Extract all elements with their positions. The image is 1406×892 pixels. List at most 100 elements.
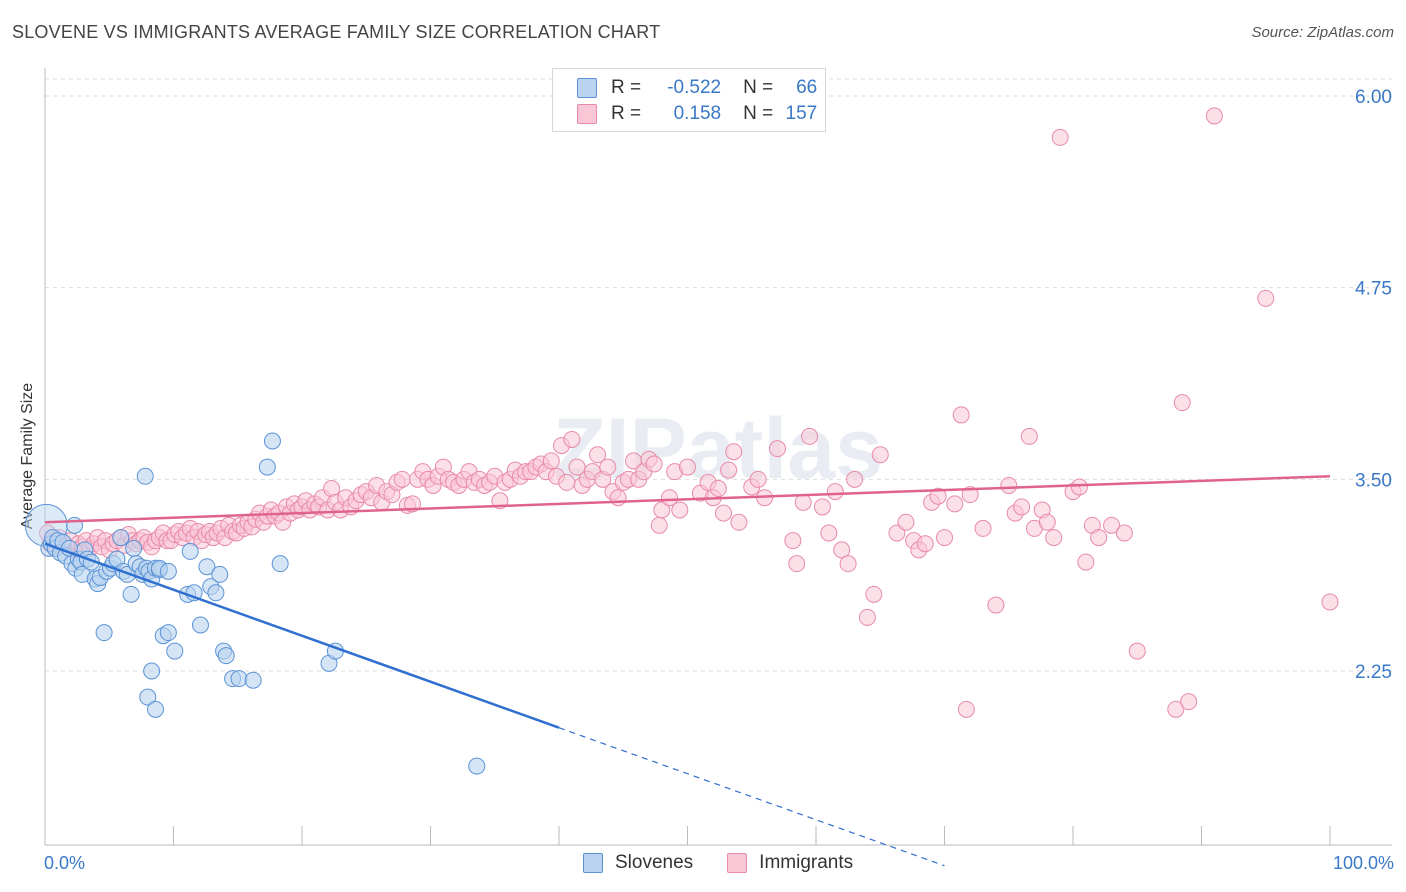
slovenes-point [66, 516, 84, 534]
immigrants-point [957, 700, 975, 718]
slovenes-point [159, 624, 177, 642]
immigrants-point [897, 513, 915, 531]
slovenes-points [24, 432, 486, 775]
slovenes-swatch [577, 78, 597, 98]
y-tick-label: 2.25 [1355, 662, 1392, 683]
immigrants-point [946, 495, 964, 513]
slovenes-point [136, 467, 154, 485]
slovenes-point [258, 458, 276, 476]
slovenes-point [125, 539, 143, 557]
immigrants-point [709, 480, 727, 498]
slovenes-point [244, 671, 262, 689]
immigrants-point [1038, 513, 1056, 531]
source-label: Source: ZipAtlas.com [1251, 24, 1394, 41]
immigrants-point [788, 555, 806, 573]
slovenes-point [468, 757, 486, 775]
immigrants-point [826, 483, 844, 501]
bottom-legend: Slovenes Immigrants [583, 852, 887, 874]
immigrants-point [1045, 529, 1063, 547]
immigrants-point [1167, 700, 1185, 718]
immigrants-point [1180, 693, 1198, 711]
immigrants-point [916, 535, 934, 553]
slovenes-trend-extension [558, 727, 945, 867]
immigrants-trend-line [44, 475, 1331, 524]
bottom-legend-immigrants: Immigrants [727, 852, 853, 874]
axes [44, 68, 1392, 846]
slovenes-point [263, 432, 281, 450]
x-tick-max: 100.0% [1332, 853, 1394, 873]
immigrants-point [1077, 553, 1095, 571]
slovenes-point [166, 642, 184, 660]
immigrants-point [1103, 516, 1121, 534]
immigrants-point [589, 446, 607, 464]
immigrants-point [1128, 642, 1146, 660]
immigrants-point [865, 585, 883, 603]
slovenes-point [147, 700, 165, 718]
legend-r-value: 0.158 [673, 103, 722, 124]
immigrants-point [1090, 529, 1108, 547]
x-tick-min: 0.0% [44, 853, 86, 873]
immigrants-point [987, 596, 1005, 614]
immigrants-point [801, 427, 819, 445]
slovenes-point [112, 529, 130, 547]
legend-n-label: N = [743, 103, 774, 124]
immigrants-point [858, 608, 876, 626]
chart-title: SLOVENE VS IMMIGRANTS AVERAGE FAMILY SIZ… [12, 22, 661, 42]
immigrants-point [974, 519, 992, 537]
bottom-legend-slovenes: Slovenes [583, 852, 693, 874]
grid-lines [45, 78, 1392, 672]
y-tick-labels: 6.00 4.75 3.50 2.25 [1355, 87, 1392, 683]
immigrants-point [393, 470, 411, 488]
slovenes-point [230, 670, 248, 688]
immigrants-point [813, 498, 831, 516]
immigrants-point [714, 504, 732, 522]
slovenes-swatch [583, 853, 603, 873]
immigrants-point [609, 489, 627, 507]
immigrants-point [1000, 476, 1018, 494]
legend-box: R = -0.522 N = 66 R = 0.158 N = 157 [552, 68, 826, 132]
immigrants-point [558, 473, 576, 491]
legend-r-label: R = [611, 77, 642, 98]
immigrants-point [1321, 593, 1339, 611]
immigrants-point [1070, 478, 1088, 496]
immigrants-point [730, 513, 748, 531]
legend-n-label: N = [743, 77, 774, 98]
immigrants-point [679, 458, 696, 476]
slovenes-point [159, 562, 177, 580]
slovenes-point [181, 542, 199, 560]
slovenes-point [211, 565, 229, 583]
immigrants-point [568, 458, 586, 476]
legend-r-label: R = [611, 103, 642, 124]
slovenes-trend-line [44, 542, 560, 729]
bottom-legend-slovenes-label: Slovenes [615, 852, 694, 873]
immigrants-point [929, 487, 947, 505]
legend-n-value: 66 [796, 77, 818, 98]
slovenes-point [198, 558, 216, 576]
immigrants-point [653, 501, 671, 519]
immigrants-point [794, 493, 812, 511]
immigrants-point [952, 406, 970, 424]
immigrants-swatch [577, 104, 597, 124]
immigrants-point [820, 524, 838, 542]
legend-r-value: -0.522 [667, 77, 722, 98]
slovenes-point [191, 616, 209, 634]
bottom-legend-immigrants-label: Immigrants [759, 852, 854, 873]
immigrants-point [846, 470, 864, 488]
immigrants-point [725, 443, 743, 461]
immigrants-point [871, 446, 889, 464]
slovenes-point [139, 688, 157, 706]
legend-row-slovenes: R = -0.522 N = 66 [577, 77, 817, 99]
immigrants-point [599, 458, 617, 476]
immigrants-point [542, 452, 560, 470]
immigrants-point [1013, 498, 1031, 516]
immigrants-point [768, 440, 786, 458]
y-tick-label: 6.00 [1355, 87, 1392, 108]
immigrants-point [833, 541, 851, 559]
y-tick-label: 4.75 [1355, 279, 1392, 300]
slovenes-point [122, 585, 140, 603]
legend-n-value: 157 [785, 103, 818, 124]
immigrants-point [1115, 524, 1133, 542]
immigrants-point [749, 470, 767, 488]
immigrants-point [839, 555, 857, 573]
